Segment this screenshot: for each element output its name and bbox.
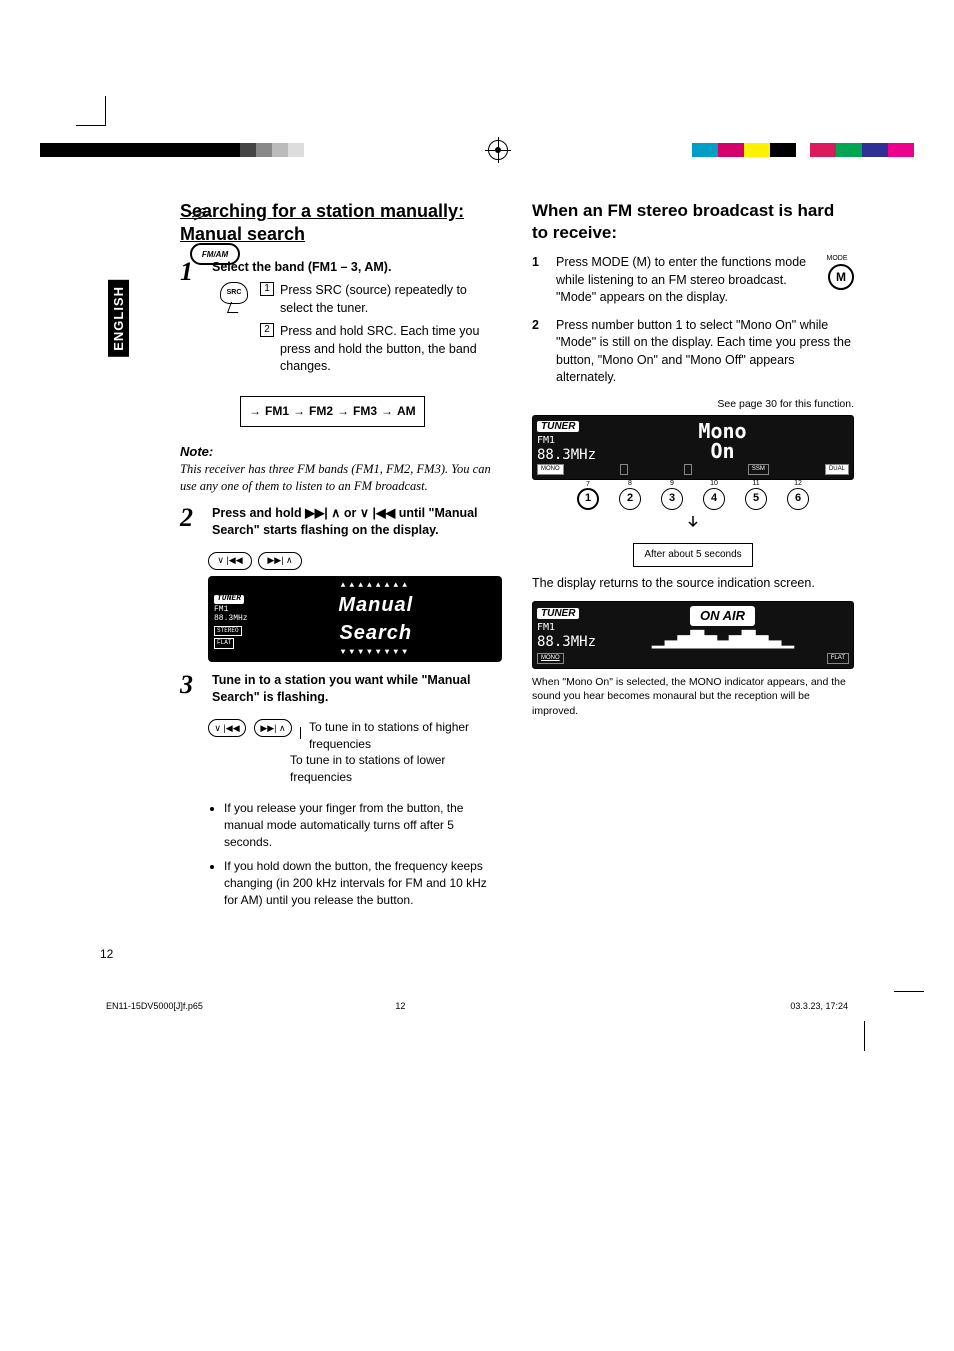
step-text: Press MODE (M) to enter the functions mo… (556, 254, 810, 307)
small-note: When "Mono On" is selected, the MONO ind… (532, 675, 854, 719)
lcd-display-on-air: TUNER FM1 88.3MHz ON AIR ▁▃▅▇▅▃▅▇▅▃▁ MON… (532, 601, 854, 669)
band-flow-diagram: →FM1 →FM2 →FM3 →AM (240, 396, 425, 427)
step-1: 1 Select the band (FM1 – 3, AM). SRC 1 P… (180, 259, 502, 435)
tune-down-desc: To tune in to stations of lower frequenc… (290, 752, 502, 786)
src-button-icon: SRC (220, 282, 248, 304)
substep-text: Press SRC (source) repeatedly to select … (280, 282, 502, 317)
step-number: 3 (180, 672, 202, 711)
tune-up-desc: To tune in to stations of higher frequen… (309, 719, 502, 753)
footer-page: 12 (395, 1001, 405, 1011)
mode-button-icon: MODE M (820, 254, 854, 290)
lcd-display-mono-on: TUNER FM1 88.3MHz Mono On MONO SSM DUAL (532, 415, 854, 479)
note-body: This receiver has three FM bands (FM1, F… (180, 461, 502, 495)
footer: EN11-15DV5000[J]f.p65 12 03.3.23, 17:24 (100, 1001, 854, 1011)
right-step-2: 2 Press number button 1 to select "Mono … (532, 317, 854, 387)
fm-am-badge: FM/AM (190, 208, 250, 265)
step-number: 2 (532, 317, 546, 335)
preset-buttons: 71 82 93 104 115 126 (532, 488, 854, 510)
step-text: Press number button 1 to select "Mono On… (556, 317, 854, 387)
bullet-text: If you release your finger from the butt… (224, 800, 502, 850)
fm-am-label: FM/AM (190, 243, 240, 265)
footer-date: 03.3.23, 17:24 (790, 1001, 848, 1011)
right-step-1: 1 Press MODE (M) to enter the functions … (532, 254, 854, 307)
subsection-title: When an FM stereo broadcast is hard to r… (532, 200, 854, 244)
page-number: 12 (100, 947, 854, 961)
substep-text: Press and hold SRC. Each time you press … (280, 323, 502, 376)
after-5-sec-label: After about 5 seconds (633, 543, 752, 567)
step-title: Select the band (FM1 – 3, AM). (212, 259, 502, 277)
bullet-text: If you hold down the button, the frequen… (224, 858, 502, 908)
lcd-display-manual-search: TUNER FM1 88.3MHz STEREO FLAT ▲▲▲▲▲▲▲▲ M… (208, 576, 502, 662)
step-title: Press and hold ▶▶| ∧ or ∨ |◀◀ until "Man… (212, 505, 502, 540)
step-number: 1 (180, 259, 202, 435)
tune-down-icon: ∨ |◀◀ (208, 552, 252, 570)
step-number: 2 (180, 505, 202, 544)
tune-up-icon: ▶▶| ∧ (254, 719, 292, 737)
note-heading: Note: (180, 443, 502, 461)
step-3: 3 Tune in to a station you want while "M… (180, 672, 502, 711)
substep-box: 1 (260, 282, 274, 296)
see-page-ref: See page 30 for this function. (532, 397, 854, 412)
language-tab: ENGLISH (108, 280, 129, 357)
crop-mark-icon (864, 991, 894, 1021)
tune-down-icon: ∨ |◀◀ (208, 719, 246, 737)
return-text: The display returns to the source indica… (532, 575, 854, 593)
substep-box: 2 (260, 323, 274, 337)
step-number: 1 (532, 254, 546, 272)
tune-up-icon: ▶▶| ∧ (258, 552, 302, 570)
step-title: Tune in to a station you want while "Man… (212, 672, 502, 707)
step-2: 2 Press and hold ▶▶| ∧ or ∨ |◀◀ until "M… (180, 505, 502, 544)
footer-file: EN11-15DV5000[J]f.p65 (106, 1001, 203, 1011)
